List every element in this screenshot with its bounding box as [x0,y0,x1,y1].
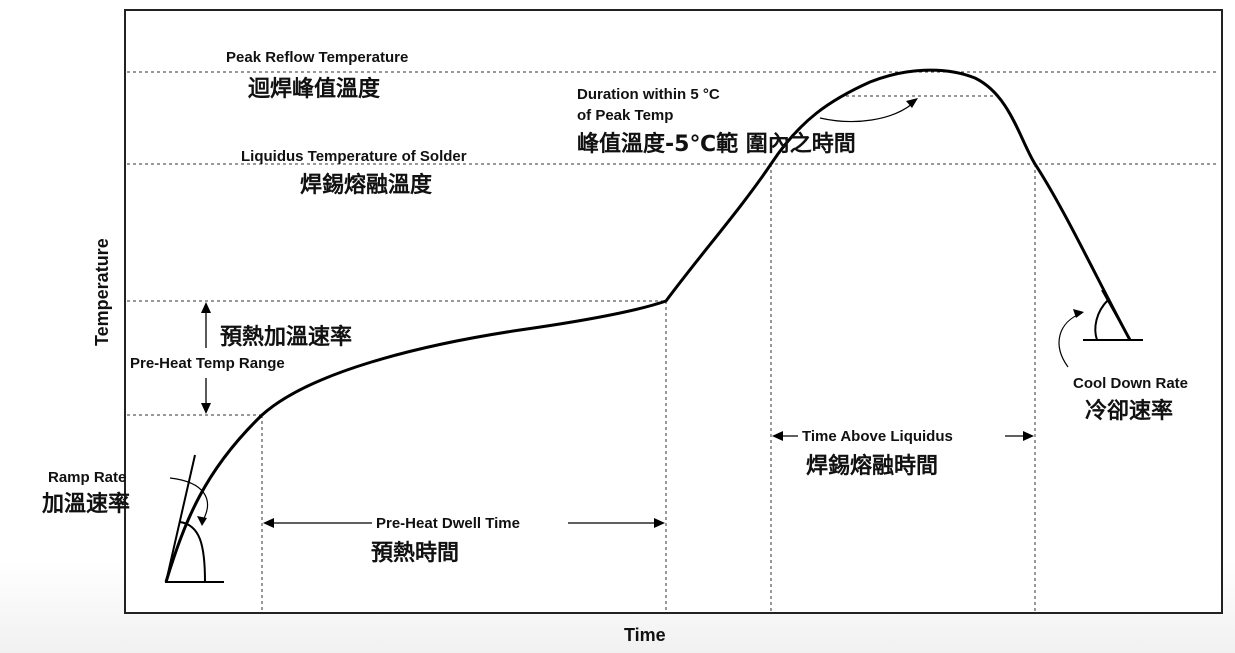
preheat-range-arrowhead-down [201,403,211,414]
preheat-rate-zh-label: 預熱加溫速率 [220,324,352,350]
preheat-dwell-label: Pre-Heat Dwell Time [376,515,520,532]
cool-down-label: Cool Down Rate [1073,375,1188,392]
preheat-range-arrowhead-up [201,302,211,313]
duration-pointer-arrowhead [906,98,918,108]
time-above-liquidus-zh-label: 焊錫熔融時間 [806,453,938,479]
liquidus-time-arrowhead-right [1023,431,1034,441]
ramp-rate-label: Ramp Rate [48,469,126,486]
ramp-tangent-line [165,454,196,583]
peak-reflow-zh-label: 迴焊峰值溫度 [248,76,381,102]
liquidus-label: Liquidus Temperature of Solder [241,148,467,165]
peak-reflow-label: Peak Reflow Temperature [226,49,408,66]
cooldown-tangent-line [1101,289,1131,341]
liquidus-zh-label: 焊錫熔融溫度 [300,172,433,198]
reflow-profile-curve [164,68,1132,583]
duration-label-line1: Duration within 5 °C [577,86,720,103]
duration-pointer-curve [819,103,913,123]
preheat-range-label: Pre-Heat Temp Range [130,355,285,372]
cool-down-zh-label: 冷卻速率 [1085,398,1173,424]
time-above-liquidus-label: Time Above Liquidus [802,428,953,445]
ramp-pointer-curve [169,477,209,523]
liquidus-time-arrowhead-left [772,431,783,441]
ramp-rate-zh-label: 加溫速率 [41,491,130,517]
cooldown-slope-arc [1094,299,1109,341]
duration-zh-label: 峰值溫度-5℃範 圍內之時間 [577,131,856,157]
x-axis-title: Time [624,625,666,645]
preheat-dwell-arrowhead-left [263,518,274,528]
duration-label-line2: of Peak Temp [577,107,673,124]
preheat-dwell-zh-label: 預熱時間 [371,540,459,566]
ramp-slope-arc [179,521,206,583]
cooldown-pointer-arrowhead [1073,309,1084,318]
y-axis-title: Temperature [92,238,112,346]
preheat-dwell-arrowhead-right [654,518,665,528]
ramp-pointer-arrowhead [197,516,207,526]
plot-frame [124,9,1223,614]
